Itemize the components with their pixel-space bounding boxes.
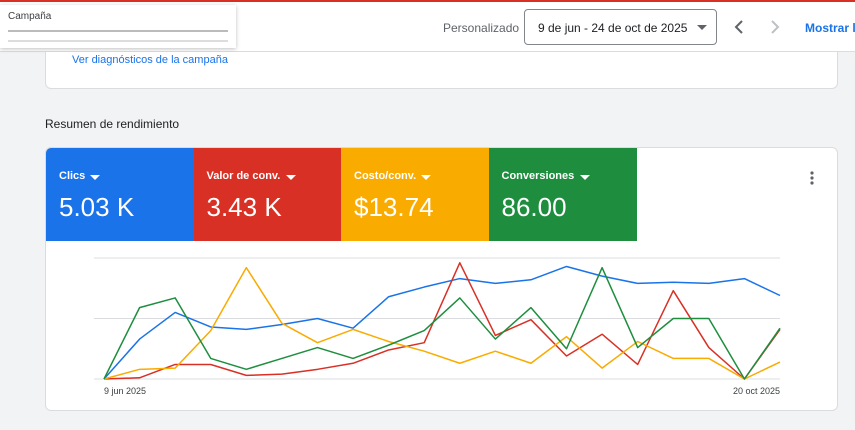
campaign-label: Campaña — [8, 11, 52, 22]
next-button[interactable] — [771, 20, 780, 34]
metric-value: $13.74 — [354, 192, 434, 222]
metric-tile[interactable]: Clics 5.03 K — [46, 148, 194, 241]
metric-name: Costo/conv. — [354, 170, 417, 182]
metric-name: Valor de conv. — [206, 170, 281, 182]
metric-tile[interactable]: Valor de conv. 3.43 K — [193, 148, 342, 241]
more-menu[interactable] — [804, 170, 820, 188]
series-line — [103, 266, 781, 380]
series-line — [103, 265, 781, 380]
section-title: Resumen de rendimiento — [45, 117, 180, 131]
date-range-picker[interactable]: 9 de jun - 24 de oct de 2025 — [524, 9, 717, 45]
dropdown-caret — [579, 175, 590, 180]
metric-name: Conversiones — [501, 170, 575, 182]
diagnostics-link[interactable]: Ver diagnósticos de la campaña — [72, 54, 228, 66]
dot — [810, 176, 814, 180]
metric-value: 3.43 K — [206, 192, 282, 222]
chart: 9 jun 2025 20 oct 2025 — [94, 257, 781, 396]
date-range: 9 de jun - 24 de oct de 2025 — [538, 21, 688, 35]
metric-name: Clics — [59, 170, 86, 182]
dropdown-caret — [421, 175, 431, 180]
range-label: Personalizado — [443, 21, 520, 35]
series-line — [103, 262, 781, 380]
nav-arrows — [734, 20, 780, 34]
performance-card: Clics 5.03 K Valor de conv. 3.43 K Costo/con… — [45, 147, 838, 411]
metric-value: 5.03 K — [59, 192, 135, 222]
show-more-link[interactable]: Mostrar la — [805, 21, 855, 35]
series-line — [103, 266, 781, 380]
dot — [810, 171, 814, 175]
diagnostics-card: Ver diagnósticos de la campaña — [45, 52, 838, 89]
x-tick-label: 9 jun 2025 — [104, 386, 146, 396]
x-tick-label: 20 oct 2025 — [733, 386, 780, 396]
dropdown-caret — [90, 175, 100, 180]
metric-tile[interactable]: Costo/conv. $13.74 — [341, 148, 489, 241]
metric-tile[interactable]: Conversiones 86.00 — [488, 148, 637, 241]
dropdown-caret — [285, 175, 296, 180]
redacted — [8, 30, 228, 42]
metric-value: 86.00 — [501, 192, 567, 222]
dropdown-caret — [697, 25, 707, 30]
campaign-selector[interactable]: Campaña — [0, 5, 236, 48]
dot — [810, 181, 814, 185]
prev-button[interactable] — [734, 20, 743, 34]
